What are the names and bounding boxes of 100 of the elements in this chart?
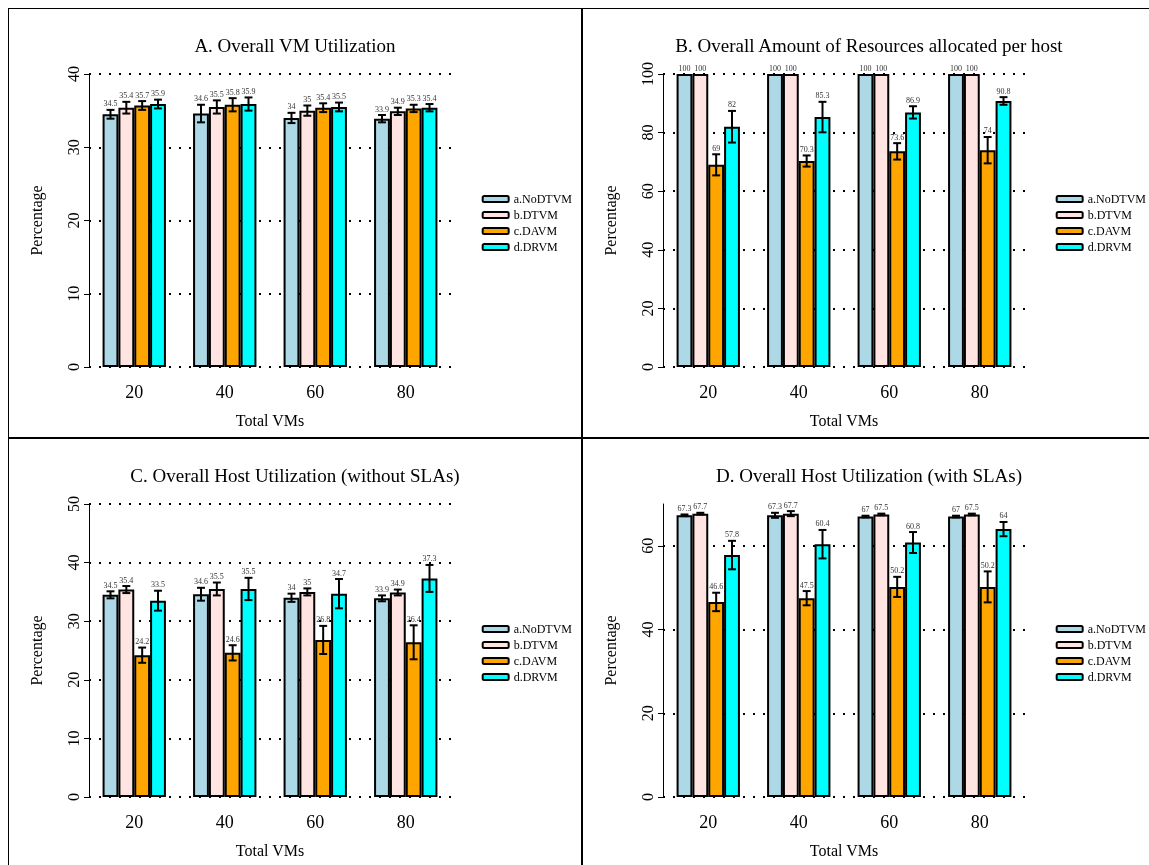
data-label: 100: [678, 63, 691, 73]
data-label: 47.5: [799, 580, 814, 590]
y-tick-label: 40: [64, 554, 82, 571]
x-axis-title: Total VMs: [809, 411, 879, 429]
data-label: 35.4: [422, 93, 437, 103]
data-label: 86.9: [906, 95, 921, 105]
data-label: 35.5: [209, 572, 224, 582]
y-tick-label: 100: [638, 62, 656, 86]
data-label: 34.6: [193, 577, 208, 587]
data-label: 34.9: [390, 97, 405, 107]
data-label: 35.4: [119, 91, 134, 101]
data-label: 60.4: [815, 519, 830, 529]
x-tick-label: 20: [699, 812, 718, 832]
data-label: 35.5: [332, 92, 347, 102]
x-axis-title: Total VMs: [235, 841, 305, 859]
data-label: 35.4: [316, 92, 331, 102]
data-label: 100: [859, 63, 872, 73]
data-label: 67: [861, 505, 870, 515]
data-label: 70.3: [799, 144, 814, 154]
legend-label: d.DRVM: [1087, 240, 1133, 254]
x-tick-label: 40: [789, 382, 808, 402]
data-label: 100: [875, 63, 888, 73]
data-label: 35.4: [119, 575, 134, 585]
data-label: 90.8: [996, 86, 1011, 96]
data-label: 67.7: [783, 500, 798, 510]
x-tick-label: 80: [396, 382, 415, 402]
legend-label: d.DRVM: [513, 670, 559, 684]
x-tick-label: 20: [699, 382, 718, 402]
x-tick-label: 80: [396, 812, 415, 832]
data-label: 35: [303, 95, 312, 104]
x-tick-label: 60: [306, 812, 325, 832]
legend-label: c.DAVM: [513, 654, 558, 668]
legend-label: c.DAVM: [1087, 654, 1132, 668]
x-axis-title: Total VMs: [235, 411, 305, 429]
data-label: 73.6: [890, 132, 905, 142]
data-label: 74: [983, 126, 992, 136]
data-label: 100: [784, 63, 797, 73]
data-label: 24.6: [225, 634, 240, 644]
data-label: 100: [949, 63, 962, 73]
y-tick-label: 60: [638, 537, 656, 554]
data-label: 67.3: [677, 503, 692, 513]
data-label: 50.2: [890, 566, 905, 576]
x-tick-label: 40: [215, 812, 234, 832]
y-tick-label: 0: [638, 363, 656, 371]
y-tick-label: 10: [64, 730, 82, 747]
x-tick-label: 20: [125, 382, 144, 402]
y-tick-label: 80: [638, 124, 656, 141]
data-label: 69: [712, 143, 721, 153]
data-label: 37.3: [422, 554, 437, 564]
x-tick-label: 80: [970, 382, 989, 402]
y-tick-label: 20: [64, 212, 82, 229]
legend-label: b.DTVM: [1087, 638, 1133, 652]
x-axis-title: Total VMs: [809, 841, 879, 859]
data-label: 34.9: [390, 579, 405, 589]
y-tick-label: 30: [64, 139, 82, 156]
x-tick-label: 60: [306, 382, 325, 402]
chart-title: C. Overall Host Utilization (without SLAs): [130, 465, 460, 487]
data-label: 100: [694, 63, 707, 73]
data-label: 46.6: [709, 582, 724, 592]
data-label: 33.9: [374, 584, 389, 594]
data-label: 26.4: [406, 614, 421, 624]
x-tick-label: 60: [880, 812, 899, 832]
data-label: 64: [999, 511, 1008, 521]
y-tick-label: 50: [64, 496, 82, 512]
data-label: 67.7: [693, 502, 708, 512]
legend-label: c.DAVM: [1087, 224, 1132, 238]
data-label: 50.2: [980, 560, 995, 570]
y-tick-label: 60: [638, 183, 656, 200]
legend-label: b.DTVM: [513, 208, 559, 222]
x-tick-label: 40: [789, 812, 808, 832]
data-label: 67.5: [874, 503, 889, 513]
data-label: 35.9: [151, 89, 166, 99]
legend-label: a.NoDTVM: [513, 622, 573, 636]
chart-title: A. Overall VM Utilization: [194, 35, 397, 56]
data-label: 34: [287, 583, 296, 593]
legend-label: a.NoDTVM: [1087, 622, 1147, 636]
y-axis-title: Percentage: [601, 615, 620, 686]
data-label: 35.5: [209, 89, 224, 99]
legend-label: a.NoDTVM: [1087, 192, 1147, 206]
data-label: 100: [768, 63, 781, 73]
data-label: 82: [728, 100, 737, 110]
data-label: 35.7: [135, 90, 150, 100]
legend-label: b.DTVM: [513, 638, 559, 652]
y-tick-label: 10: [64, 285, 82, 302]
data-label: 67.5: [964, 503, 979, 513]
x-tick-label: 20: [125, 812, 144, 832]
y-tick-label: 40: [638, 241, 656, 258]
data-label: 57.8: [725, 530, 740, 540]
y-tick-label: 20: [638, 705, 656, 722]
data-label: 24.2: [135, 637, 150, 647]
y-tick-label: 0: [64, 363, 82, 371]
y-tick-label: 0: [64, 793, 82, 801]
chart-title: B. Overall Amount of Resources allocated per host: [675, 35, 1064, 56]
data-label: 35.5: [241, 567, 256, 577]
data-label: 34: [287, 102, 296, 112]
data-label: 34.7: [332, 568, 347, 578]
legend-label: c.DAVM: [513, 224, 558, 238]
y-axis-title: Percentage: [27, 615, 46, 686]
x-tick-label: 40: [215, 382, 234, 402]
y-tick-label: 20: [638, 300, 656, 317]
